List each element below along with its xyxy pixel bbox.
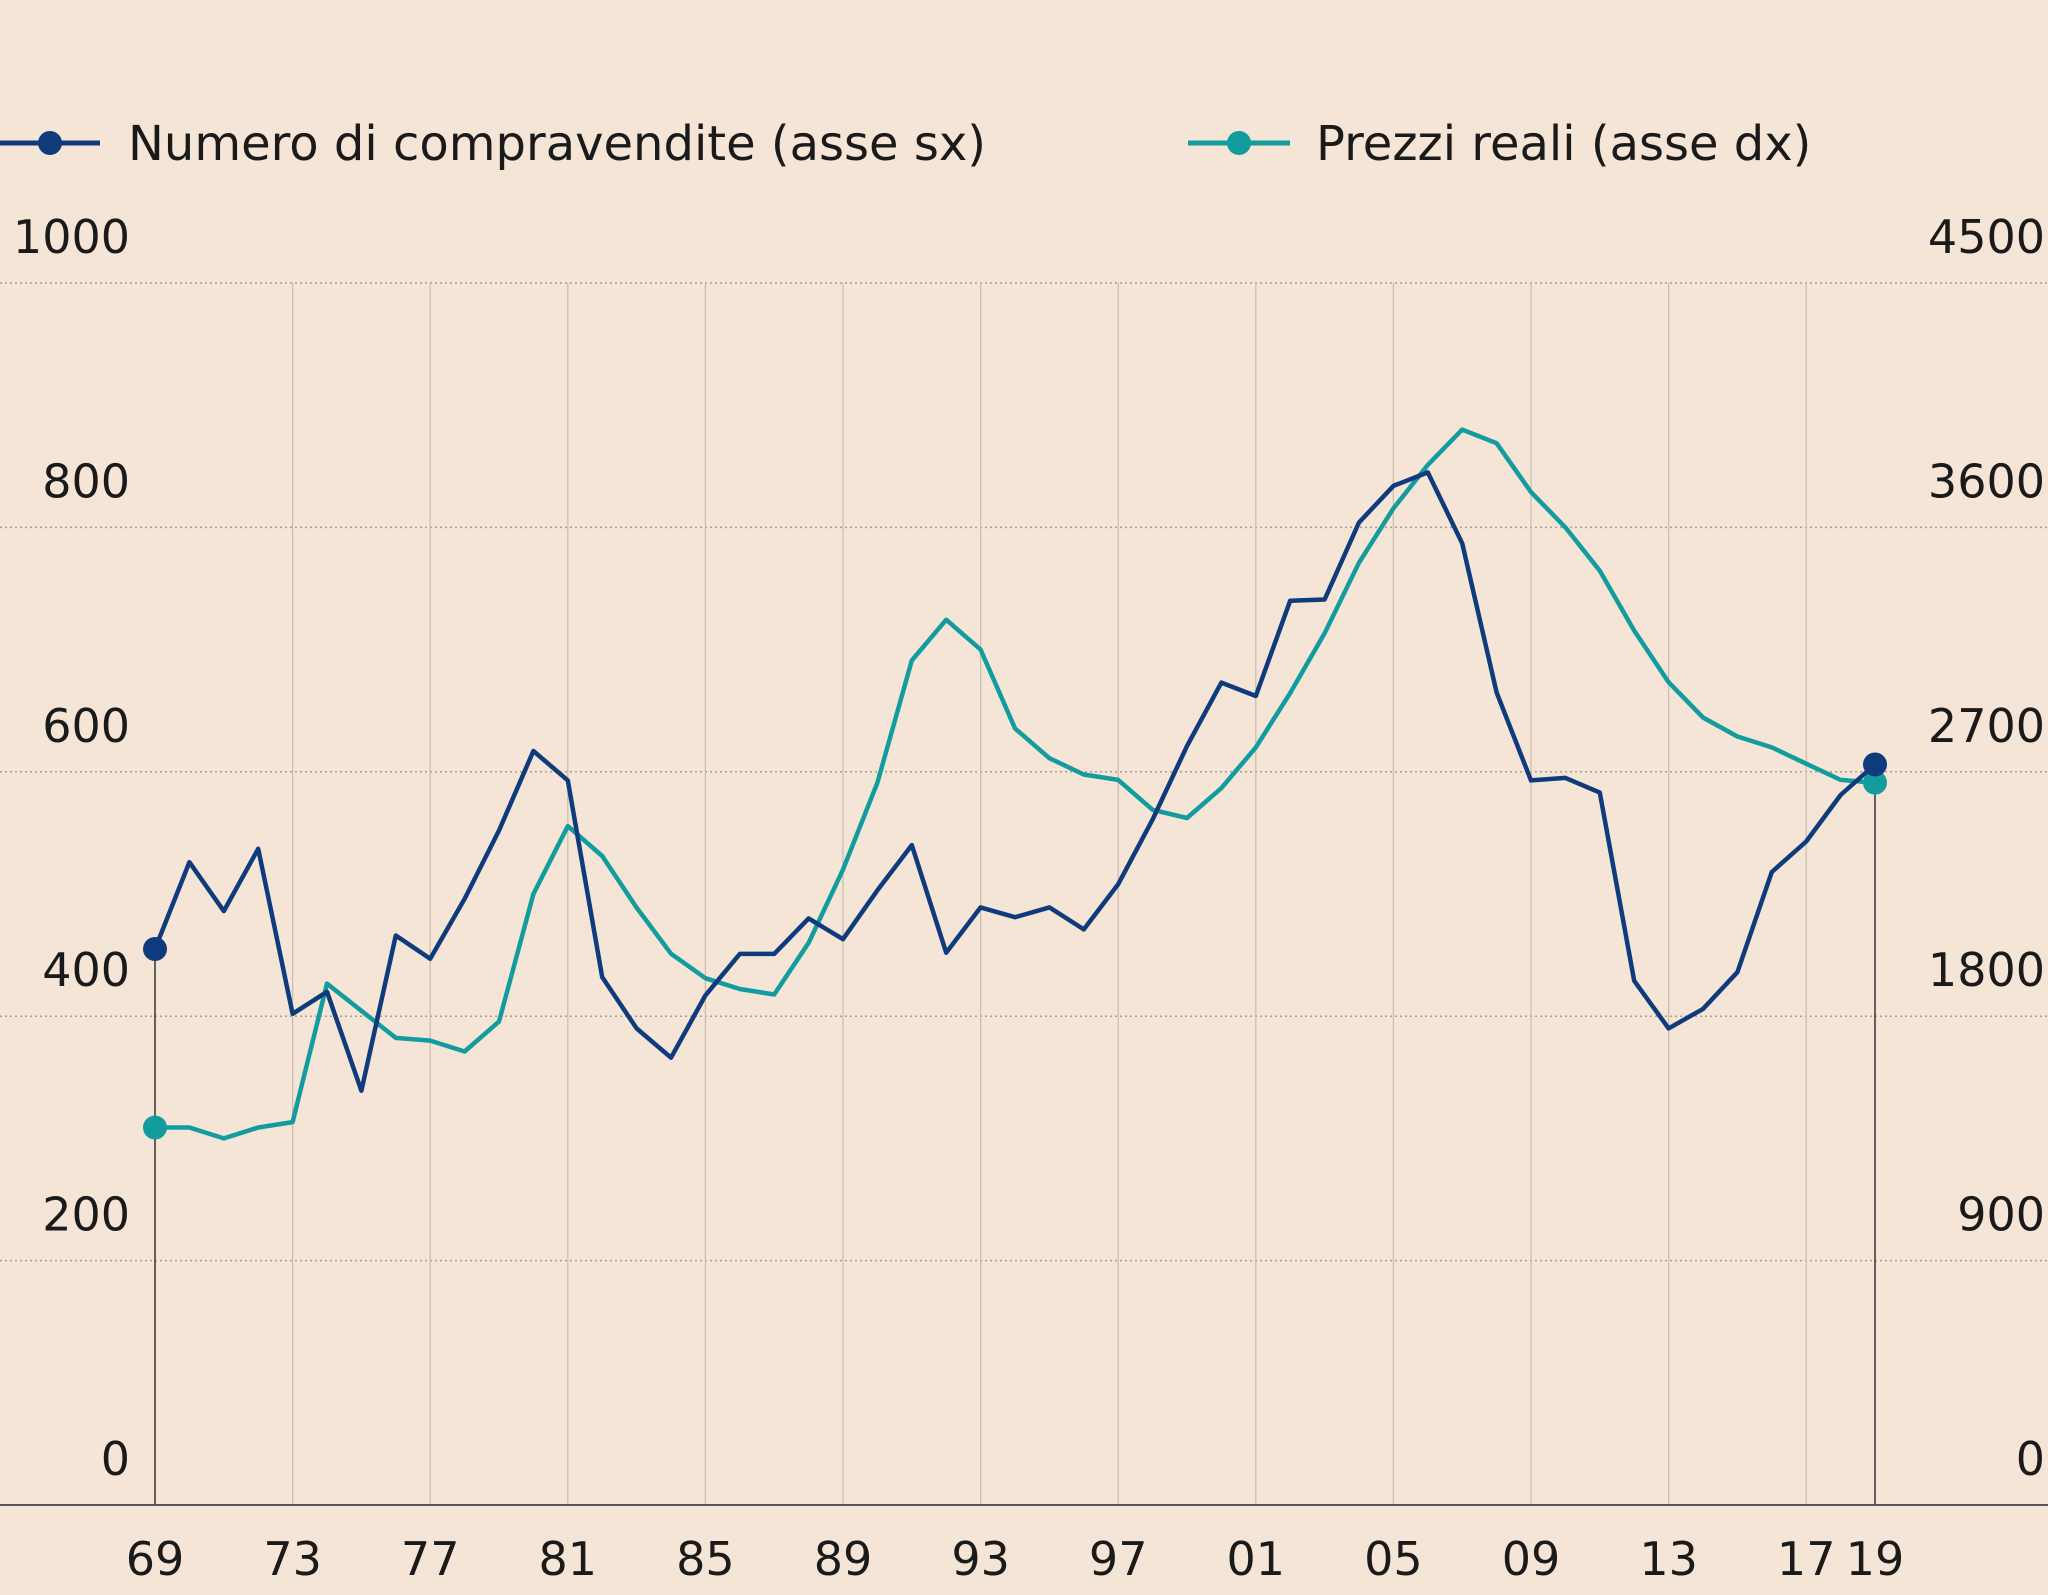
legend-marker-compravendite [38,131,62,155]
x-tick-label: 05 [1364,1532,1423,1586]
y-right-tick-label: 3600 [1928,454,2045,508]
legend: Numero di compravendite (asse sx) Prezzi… [0,116,1811,172]
series-endpoint-prezzi [143,1115,167,1140]
x-tick-label: 01 [1227,1532,1286,1586]
x-tick-label: 19 [1846,1532,1905,1586]
series-endpoint-compravendite [143,936,167,961]
x-tick-label: 81 [539,1532,598,1586]
y-right-tick-label: 0 [2016,1432,2045,1486]
x-tick-label: 97 [1089,1532,1148,1586]
y-left-tick-label: 0 [101,1432,130,1486]
legend-marker-prezzi [1227,131,1251,155]
legend-label-compravendite: Numero di compravendite (asse sx) [128,116,986,172]
y-left-tick-label: 1000 [13,210,130,264]
x-tick-label: 85 [676,1532,735,1586]
y-left-tick-label: 200 [42,1188,130,1242]
series-line-prezzi [155,427,1876,1141]
x-tick-label: 69 [126,1532,185,1586]
y-right-tick-label: 2700 [1928,699,2045,753]
y-left-tick-label: 800 [42,454,130,508]
x-tick-label: 77 [401,1532,460,1586]
legend-item-prezzi: Prezzi reali (asse dx) [1188,116,1811,172]
x-tick-label: 13 [1639,1532,1698,1586]
y-left-tick-label: 400 [42,943,130,997]
x-tick-label: 17 [1777,1532,1836,1586]
y-right-tick-label: 4500 [1928,210,2045,264]
series-line-compravendite [152,470,1877,1093]
legend-item-compravendite: Numero di compravendite (asse sx) [0,116,986,172]
series-endpoint-prezzi [1863,770,1887,795]
series-endpoint-compravendite [1863,752,1887,777]
x-tick-label: 73 [263,1532,322,1586]
x-tick-label: 93 [951,1532,1010,1586]
y-right-tick-label: 900 [1957,1188,2045,1242]
x-tick-label: 89 [814,1532,873,1586]
legend-label-prezzi: Prezzi reali (asse dx) [1316,116,1811,172]
x-tick-label: 09 [1502,1532,1561,1586]
y-right-tick-label: 1800 [1928,943,2045,997]
y-left-tick-label: 600 [42,699,130,753]
